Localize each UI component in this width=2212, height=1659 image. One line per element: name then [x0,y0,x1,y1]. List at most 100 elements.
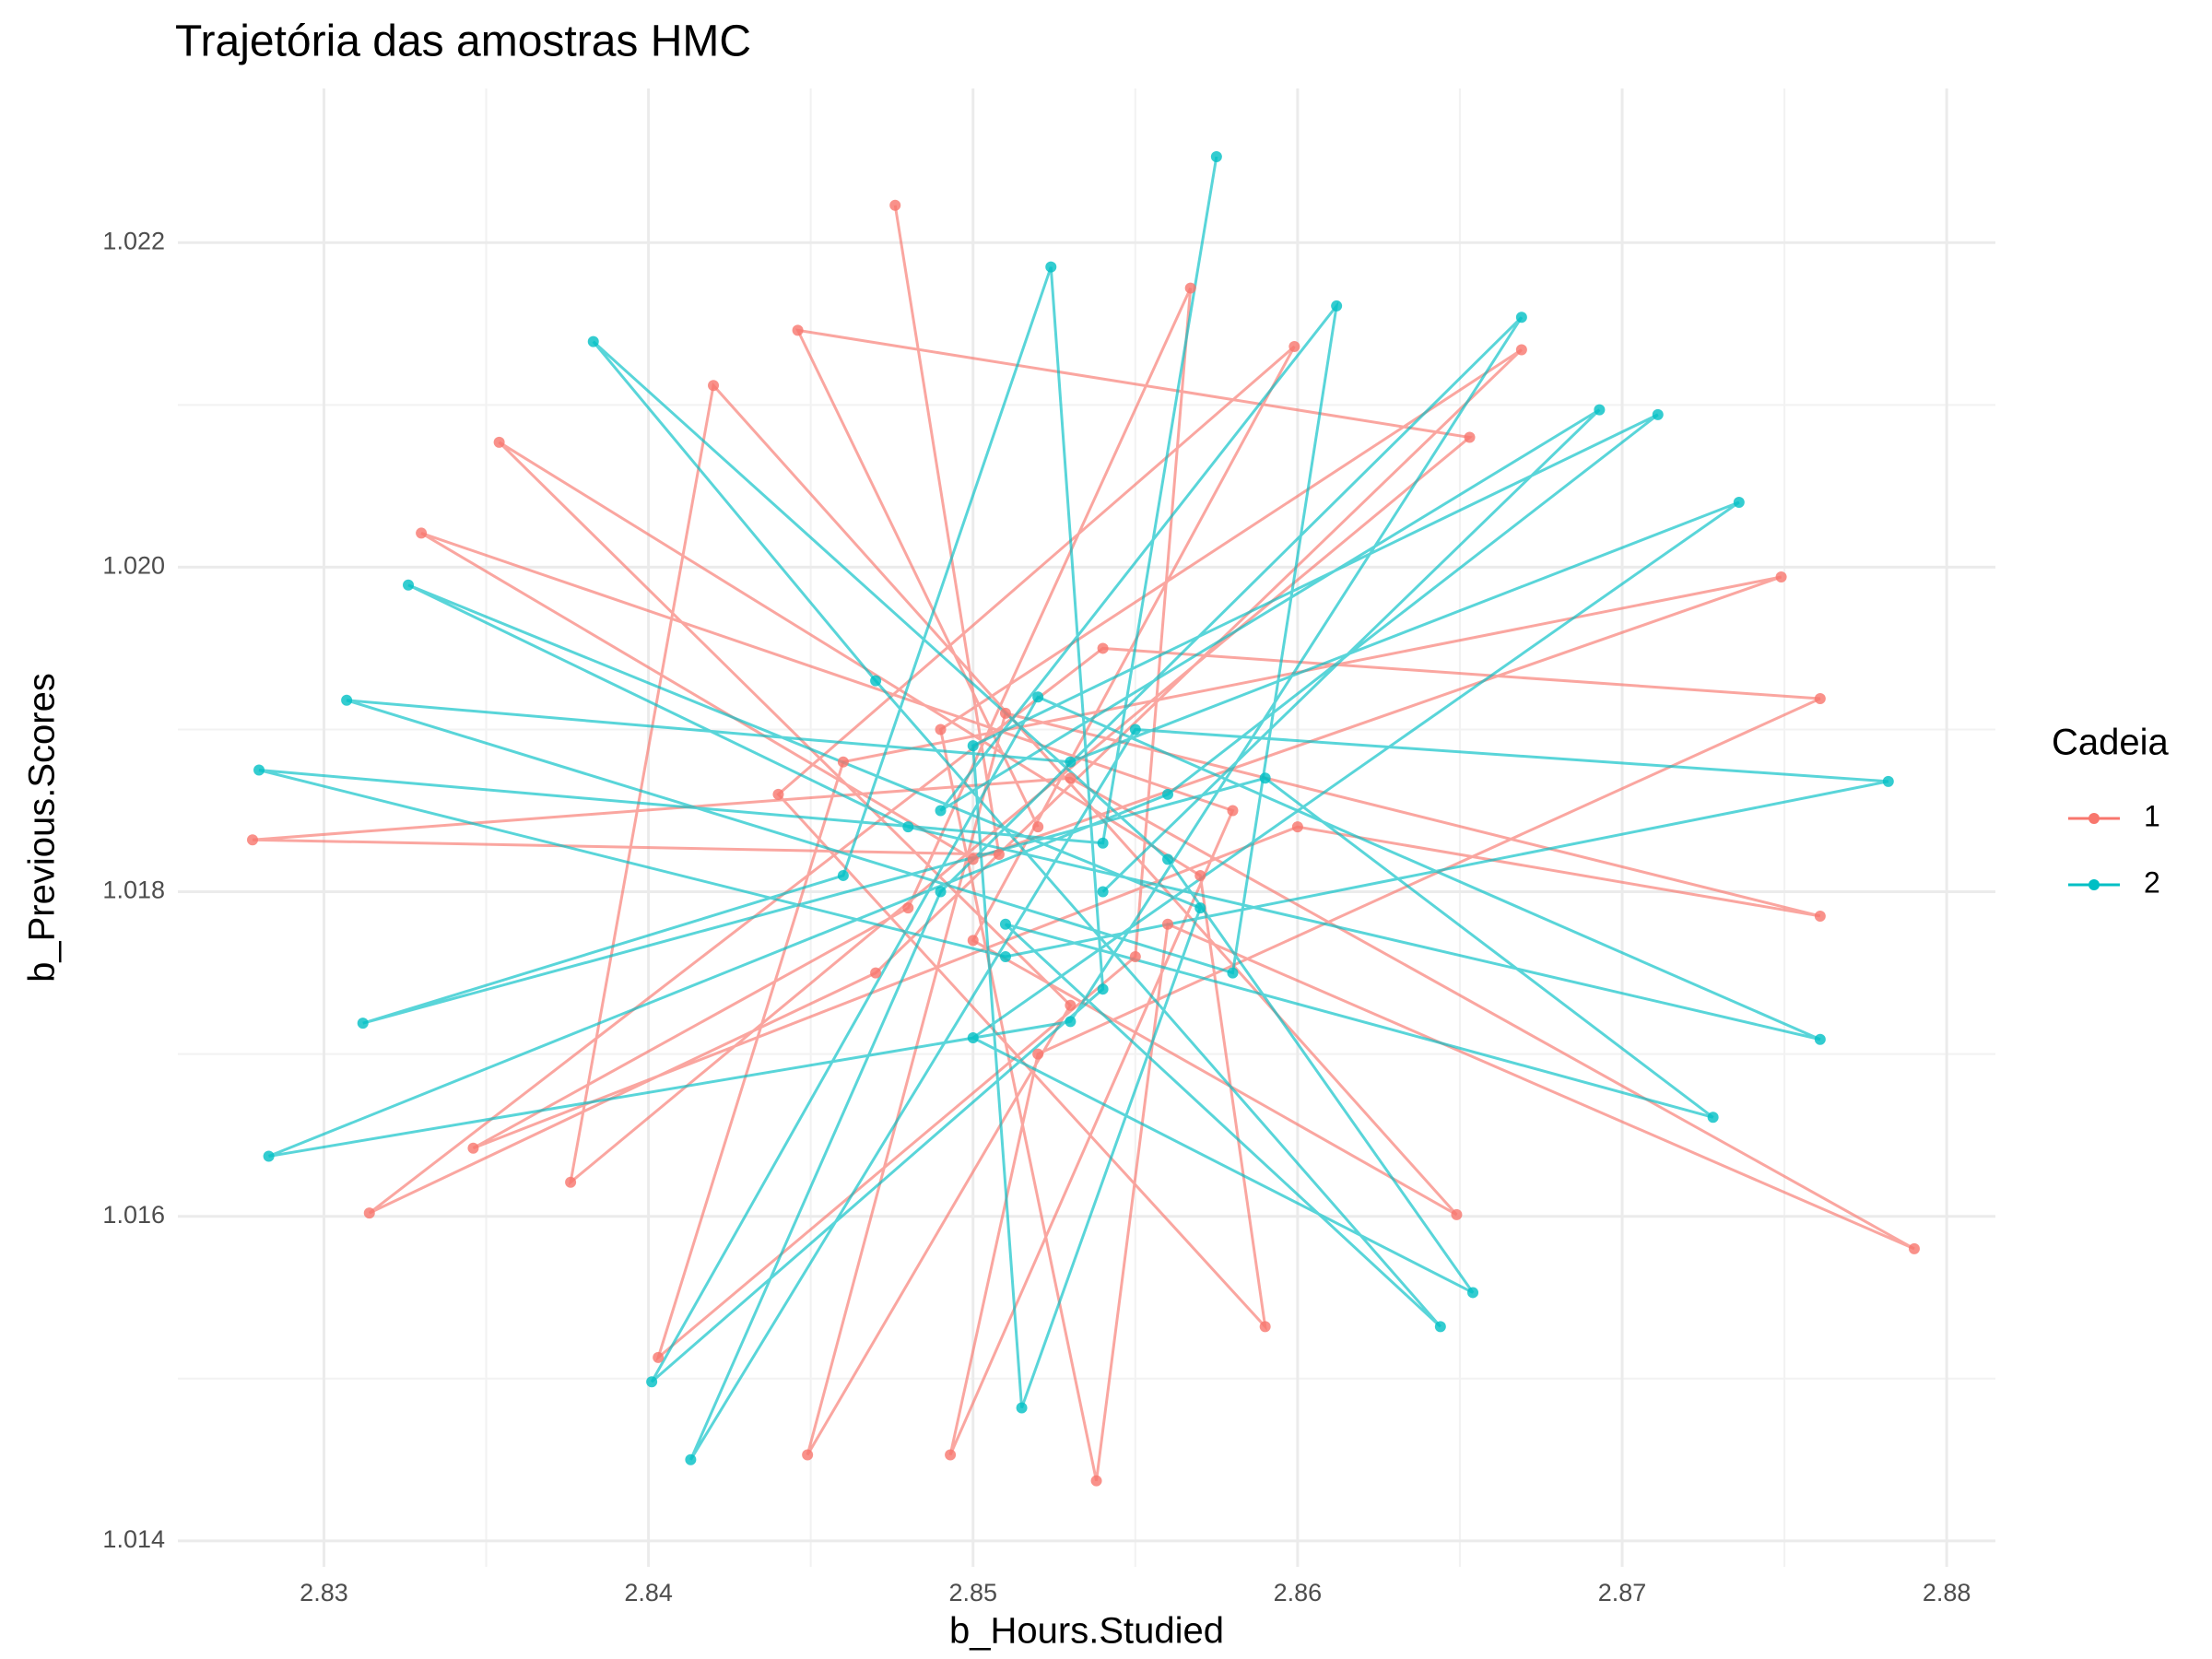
sample-point [1733,496,1745,508]
sample-point [493,436,505,448]
sample-point [1162,788,1174,800]
sample-point [263,1150,275,1162]
sample-point [792,324,804,336]
sample-point [1016,1402,1028,1414]
sample-point [1210,150,1222,162]
sample-point [1162,853,1174,865]
sample-point [935,724,947,735]
sample-point [1814,693,1826,705]
sample-point [935,886,947,898]
sample-point [1594,404,1606,416]
y-tick-label: 1.018 [102,877,165,904]
sample-point [1065,756,1077,768]
sample-point [685,1453,697,1465]
sample-point [565,1176,577,1188]
legend-title: Cadeia [2052,723,2170,763]
sample-point [772,788,784,800]
sample-point [1032,821,1044,833]
sample-point [870,675,882,687]
y-tick-label: 1.014 [102,1525,165,1553]
legend-label: 2 [2144,865,2160,899]
sample-point [889,199,901,211]
sample-point [1194,902,1206,914]
sample-point [246,834,258,846]
sample-point [587,335,599,347]
sample-point [1129,724,1141,735]
sample-point [416,527,428,539]
sample-point [1032,691,1044,703]
sample-point [945,1449,957,1461]
chart-title: Trajetória das amostras HMC [175,18,751,66]
sample-point [1288,340,1300,352]
sample-point [1097,642,1109,654]
trajectory-line [252,205,1915,1481]
sample-point [1227,805,1239,817]
sample-point [1045,261,1057,273]
sample-point [1467,1287,1479,1299]
y-tick-label: 1.020 [102,552,165,580]
sample-point [802,1449,814,1461]
legend-key-point [2088,879,2100,890]
sample-point [1814,910,1826,922]
sample-point [1227,967,1239,979]
sample-point [999,950,1011,962]
x-tick-label: 2.88 [1923,1579,1971,1606]
sample-point [1194,869,1206,881]
y-tick-label: 1.022 [102,227,165,254]
x-tick-label: 2.85 [948,1579,997,1606]
x-tick-label: 2.83 [300,1579,348,1606]
sample-point [1515,344,1527,356]
x-tick-label: 2.87 [1598,1579,1647,1606]
sample-point [1291,821,1303,833]
sample-point [1908,1242,1920,1254]
sample-point [1331,300,1343,312]
sample-point [1065,772,1077,784]
sample-point [1129,950,1141,962]
x-axis-title: b_Hours.Studied [949,1611,1224,1652]
sample-point [902,821,914,833]
sample-point [1814,1033,1826,1045]
sample-point [1464,431,1476,443]
y-tick-label: 1.016 [102,1201,165,1229]
sample-point [1097,837,1109,849]
sample-point [1882,775,1894,787]
sample-point [1259,772,1271,784]
trajectory-line [258,156,1889,1461]
sample-point [363,1207,375,1219]
sample-point [967,1032,979,1044]
sample-point [1259,1321,1271,1333]
sample-point [341,694,353,706]
sample-point [253,764,265,776]
legend-label: 1 [2144,799,2160,832]
sample-point [870,967,882,979]
sample-point [837,756,849,768]
sample-point [1097,983,1109,995]
sample-point [1097,886,1109,898]
x-tick-label: 2.84 [624,1579,673,1606]
sample-point [837,869,849,881]
sample-point [967,935,979,947]
sample-point [1515,312,1527,324]
sample-point [1707,1112,1719,1124]
sample-point [646,1376,658,1388]
plot-area [246,150,1920,1487]
sample-point [708,380,720,392]
sample-point [1032,1048,1044,1060]
sample-point [902,902,914,914]
y-axis-title: b_Previous.Scores [22,673,63,982]
sample-point [967,740,979,752]
sample-point [967,853,979,865]
sample-point [999,707,1011,719]
sample-point [1065,1016,1077,1028]
legend-key-point [2088,813,2100,824]
sample-point [1451,1208,1463,1220]
sample-point [467,1142,479,1154]
sample-point [1652,408,1664,420]
sample-point [999,918,1011,930]
sample-point [1434,1321,1446,1333]
sample-point [1775,571,1787,582]
sample-point [357,1018,369,1030]
sample-point [1065,999,1077,1011]
